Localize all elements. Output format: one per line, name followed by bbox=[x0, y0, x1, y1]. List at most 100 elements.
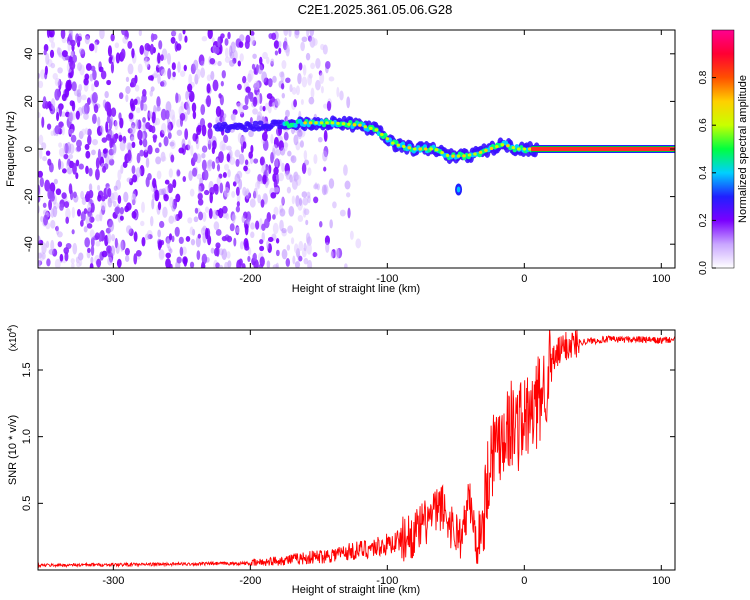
spectrogram-noise-cell bbox=[216, 245, 220, 257]
spectrogram-noise-cell bbox=[142, 117, 146, 123]
spectrogram-noise-cell bbox=[99, 30, 105, 40]
snr-y-tick-label: 0.5 bbox=[21, 496, 33, 511]
spectrogram-noise-cell bbox=[273, 206, 279, 216]
spectrogram-noise-cell bbox=[301, 36, 308, 43]
spectrogram-noise-cell bbox=[270, 151, 274, 164]
spectrogram-noise-cell bbox=[142, 103, 148, 112]
spectrogram-noise-cell bbox=[206, 160, 212, 169]
spectrogram-noise-cell bbox=[168, 233, 173, 241]
spectrogram-noise-cell bbox=[313, 183, 319, 190]
spectrogram-noise-cell bbox=[78, 163, 84, 170]
spectrogram-noise-cell bbox=[272, 144, 278, 154]
spectrogram-noise-cell bbox=[180, 70, 186, 77]
spectrogram-noise-cell bbox=[231, 190, 236, 198]
spectrogram-noise-cell bbox=[200, 67, 206, 78]
spectrogram-noise-cell bbox=[107, 45, 113, 57]
spectrogram-noise-cell bbox=[67, 79, 72, 89]
spectrogram-noise-cell bbox=[207, 127, 213, 140]
spectrogram-noise-cell bbox=[238, 41, 244, 48]
snr-x-tick-label: -300 bbox=[102, 575, 124, 587]
spectrogram-noise-cell bbox=[64, 251, 69, 262]
spectrogram-noise-cell bbox=[215, 262, 220, 268]
trace-core bbox=[314, 121, 318, 125]
spectrogram-noise-cell bbox=[227, 31, 231, 40]
spectrogram-noise-cell bbox=[239, 34, 245, 42]
spectrogram-noise-cell bbox=[70, 39, 76, 47]
spectrogram-noise-cell bbox=[88, 183, 93, 192]
spectrogram-noise-cell bbox=[236, 259, 242, 268]
colorbar-gradient bbox=[711, 29, 735, 269]
spectrogram-noise-cell bbox=[141, 236, 146, 247]
spectrogram-noise-cell bbox=[168, 168, 173, 178]
spectrogram-noise-cell bbox=[242, 141, 247, 149]
spectrogram-noise-cell bbox=[242, 75, 247, 84]
spectrogram-noise-cell bbox=[174, 226, 180, 237]
spectrogram-noise-cell bbox=[90, 202, 95, 213]
spectrogram-noise-cell bbox=[253, 187, 258, 199]
spectrogram-noise-cell bbox=[298, 62, 303, 71]
spectrogram-noise-cell bbox=[50, 41, 56, 49]
spectrogram-noise-cell bbox=[242, 104, 249, 110]
spectrogram-noise-cell bbox=[236, 102, 242, 108]
spectrogram-noise-cell bbox=[201, 152, 206, 159]
spectrogram-noise-cell bbox=[198, 185, 202, 194]
spectrogram-noise-cell bbox=[131, 193, 137, 205]
spectrogram-noise-cell bbox=[234, 149, 241, 158]
spectrogram-noise-cell bbox=[147, 75, 154, 81]
spectrogram-noise-cell bbox=[213, 46, 220, 54]
spectrogram-noise-cell bbox=[76, 261, 81, 268]
trace-core bbox=[391, 141, 395, 145]
spectrogram-noise-cell bbox=[172, 179, 177, 189]
spectrogram-noise-cell bbox=[66, 141, 72, 154]
spectrogram-noise-cell bbox=[250, 231, 255, 239]
spectrogram-noise-cell bbox=[55, 225, 60, 236]
trace-core bbox=[511, 145, 516, 150]
spectrogram-noise-cell bbox=[76, 139, 82, 148]
trace-core bbox=[319, 121, 324, 125]
spectrogram-noise-cell bbox=[45, 52, 50, 65]
spectrogram-noise-cell bbox=[43, 214, 49, 226]
spectrogram-noise-cell bbox=[227, 169, 231, 178]
colorbar-tick-label: 0.6 bbox=[698, 118, 709, 132]
spectrogram-noise-cell bbox=[71, 81, 77, 92]
spectrogram-noise-cell bbox=[281, 162, 285, 172]
spectrogram-noise-cell bbox=[38, 170, 43, 178]
spectrogram-noise-cell bbox=[151, 111, 156, 124]
spectrogram-noise-cell bbox=[164, 186, 169, 195]
spectrogram-noise-cell bbox=[190, 144, 194, 157]
trace-outer bbox=[257, 120, 264, 126]
spectrogram-noise-cell bbox=[216, 163, 221, 172]
spectrogram-noise-cell bbox=[62, 143, 66, 155]
spectrogram-noise-cell bbox=[251, 63, 256, 70]
spectrogram-noise-cell bbox=[131, 165, 136, 175]
spectrogram-noise-cell bbox=[105, 121, 109, 133]
spectrogram-noise-cell bbox=[85, 150, 91, 159]
spectrogram-noise-cell bbox=[72, 111, 76, 121]
spectrogram-x-tick-label: -300 bbox=[102, 273, 124, 285]
spectrogram-noise-cell bbox=[81, 128, 87, 136]
spectrogram-noise-cell bbox=[102, 148, 108, 154]
spectrogram-noise-cell bbox=[94, 41, 98, 54]
spectrogram-noise-cell bbox=[237, 132, 242, 143]
spectrogram-noise-cell bbox=[302, 64, 307, 76]
colorbar-tick-label: 0.4 bbox=[698, 165, 709, 179]
spectrogram-noise-cell bbox=[339, 209, 346, 217]
spectrogram-noise-cell bbox=[169, 141, 175, 147]
spectrogram-noise-cell bbox=[49, 49, 55, 59]
spectrogram-noise-cell bbox=[293, 243, 299, 254]
spectrogram-noise-cell bbox=[334, 247, 340, 260]
spectrogram-noise-cell bbox=[139, 149, 144, 157]
spectrogram-noise-cell bbox=[171, 235, 175, 243]
spectrogram-noise-cell bbox=[256, 91, 260, 103]
spectrogram-noise-cell bbox=[306, 242, 312, 255]
colorbar-tick-label: 0.0 bbox=[698, 261, 709, 275]
spectrogram-noise-cell bbox=[200, 60, 205, 67]
spectrogram-noise-cell bbox=[214, 184, 219, 195]
spectrogram-noise-cell bbox=[157, 52, 161, 64]
spectrogram-y-axis-label: Frequency (Hz) bbox=[5, 111, 17, 187]
spectrogram-noise-cell bbox=[355, 238, 362, 249]
spectrogram-noise-cell bbox=[95, 240, 101, 247]
spectrogram-noise-cell bbox=[239, 53, 244, 62]
spectrogram-noise-cell bbox=[278, 40, 282, 48]
